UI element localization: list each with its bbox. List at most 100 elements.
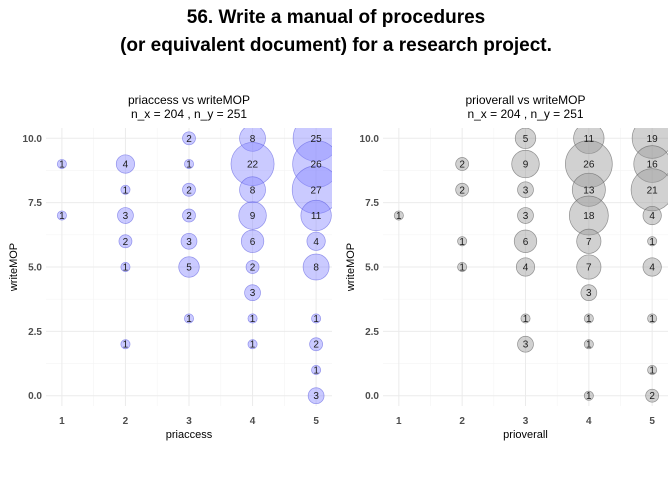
bubble-count-label: 1 bbox=[586, 391, 592, 402]
bubble-count-label: 3 bbox=[250, 288, 256, 299]
main-title: 56. Write a manual of procedures (or equ… bbox=[0, 4, 672, 60]
bubble bbox=[580, 284, 598, 302]
bubble bbox=[457, 262, 468, 272]
bubble bbox=[292, 128, 332, 162]
bubble-count-label: 1 bbox=[123, 185, 129, 196]
bubble bbox=[647, 313, 658, 324]
bubble-count-label: 1 bbox=[250, 340, 256, 351]
bubble-count-label: 16 bbox=[647, 160, 659, 171]
bubble-count-label: 2 bbox=[313, 340, 319, 351]
bubble-count-label: 3 bbox=[523, 211, 529, 222]
bubble-count-label: 1 bbox=[396, 211, 402, 222]
bubble-count-label: 2 bbox=[459, 185, 465, 196]
bubble bbox=[633, 145, 668, 183]
bubble-count-label: 21 bbox=[647, 185, 659, 196]
bubble bbox=[576, 254, 602, 280]
bubble bbox=[300, 199, 332, 232]
main-title-line-1: 56. Write a manual of procedures bbox=[186, 7, 486, 28]
bubble bbox=[630, 168, 668, 212]
bubble-count-label: 2 bbox=[186, 211, 192, 222]
bubble bbox=[309, 337, 323, 352]
bubble bbox=[517, 181, 534, 199]
y-tick-label: 2.5 bbox=[28, 327, 42, 338]
y-tick-label: 10.0 bbox=[23, 134, 43, 145]
x-tick-label: 3 bbox=[186, 416, 192, 427]
bubble-count-label: 1 bbox=[123, 340, 129, 351]
panel-title-line-2: n_x = 204 , n_y = 251 bbox=[131, 107, 247, 121]
bubble-count-label: 13 bbox=[583, 185, 595, 196]
bubble bbox=[117, 207, 134, 224]
bubble-count-label: 6 bbox=[523, 237, 529, 248]
bubble-count-label: 1 bbox=[250, 314, 256, 325]
x-tick-label: 5 bbox=[313, 416, 319, 427]
main-title-line-2: (or equivalent document) for a research … bbox=[120, 35, 552, 56]
bubble bbox=[180, 232, 198, 250]
bubble-count-label: 4 bbox=[523, 263, 529, 274]
bubble-count-label: 2 bbox=[186, 134, 192, 145]
bubble-count-label: 6 bbox=[250, 237, 256, 248]
bubble-count-label: 26 bbox=[583, 160, 595, 171]
bubble bbox=[120, 184, 131, 195]
bubble-count-label: 3 bbox=[186, 237, 192, 248]
bubble bbox=[184, 159, 194, 169]
bubble bbox=[182, 208, 196, 223]
bubble-count-label: 18 bbox=[583, 211, 595, 222]
panel-title-line-1: prioverall vs writeMOP bbox=[465, 93, 585, 107]
bubble bbox=[393, 210, 404, 221]
bubble bbox=[56, 159, 67, 169]
bubble-count-label: 1 bbox=[313, 365, 319, 376]
bubble-count-label: 1 bbox=[459, 237, 465, 248]
bubble bbox=[565, 140, 613, 188]
bubble bbox=[511, 149, 540, 179]
bubble-count-label: 1 bbox=[523, 314, 529, 325]
bubble-count-label: 2 bbox=[186, 185, 192, 196]
bubble-count-label: 3 bbox=[586, 288, 592, 299]
y-tick-label: 7.5 bbox=[365, 198, 379, 209]
bubble-count-label: 7 bbox=[586, 237, 592, 248]
bubble bbox=[515, 257, 536, 277]
bubble bbox=[455, 182, 470, 197]
bubble bbox=[239, 176, 266, 204]
bubble-count-label: 1 bbox=[59, 160, 65, 171]
bubble bbox=[239, 128, 266, 152]
bubble bbox=[182, 182, 196, 197]
bubble-count-label: 1 bbox=[186, 160, 192, 171]
bubble-count-label: 5 bbox=[186, 263, 192, 274]
x-axis-label: prioverall bbox=[503, 429, 548, 441]
x-axis-label: priaccess bbox=[166, 429, 213, 441]
bubble bbox=[645, 388, 660, 403]
bubble-count-label: 1 bbox=[586, 340, 592, 351]
y-tick-label: 0.0 bbox=[365, 391, 379, 402]
panel-priaccess: 0.0 2.5 5.0 7.5 10.0 1 2 3 4 5 priaccess writeMOP pr… bbox=[8, 93, 332, 441]
bubble-count-label: 1 bbox=[586, 314, 592, 325]
y-tick-label: 5.0 bbox=[365, 263, 379, 274]
bubble bbox=[517, 335, 534, 353]
bubble-count-label: 8 bbox=[313, 263, 319, 274]
bubble bbox=[120, 339, 131, 350]
x-tick-label: 2 bbox=[123, 416, 129, 427]
x-tick-label: 4 bbox=[586, 416, 592, 427]
bubble-count-label: 1 bbox=[649, 365, 655, 376]
y-tick-label: 10.0 bbox=[360, 134, 380, 145]
bubble-count-label: 3 bbox=[523, 185, 529, 196]
bubble bbox=[292, 140, 332, 188]
bubble-count-label: 1 bbox=[59, 211, 65, 222]
bubble bbox=[583, 390, 594, 401]
bubble bbox=[245, 260, 260, 274]
y-axis-label: writeMOP bbox=[8, 243, 20, 292]
bubble bbox=[184, 313, 194, 324]
bubble bbox=[244, 284, 261, 302]
y-tick-label: 0.0 bbox=[28, 391, 42, 402]
bubble bbox=[302, 253, 330, 281]
bubble bbox=[576, 228, 602, 254]
bubble-count-label: 1 bbox=[649, 237, 655, 248]
x-tick-label: 1 bbox=[59, 416, 65, 427]
bubble-count-label: 5 bbox=[523, 134, 529, 145]
bubble bbox=[247, 339, 258, 350]
bubble bbox=[56, 210, 67, 221]
panel-title-line-1: priaccess vs writeMOP bbox=[128, 93, 250, 107]
bubble bbox=[238, 201, 267, 230]
bubble bbox=[311, 365, 322, 375]
bubble-count-label: 7 bbox=[586, 263, 592, 274]
